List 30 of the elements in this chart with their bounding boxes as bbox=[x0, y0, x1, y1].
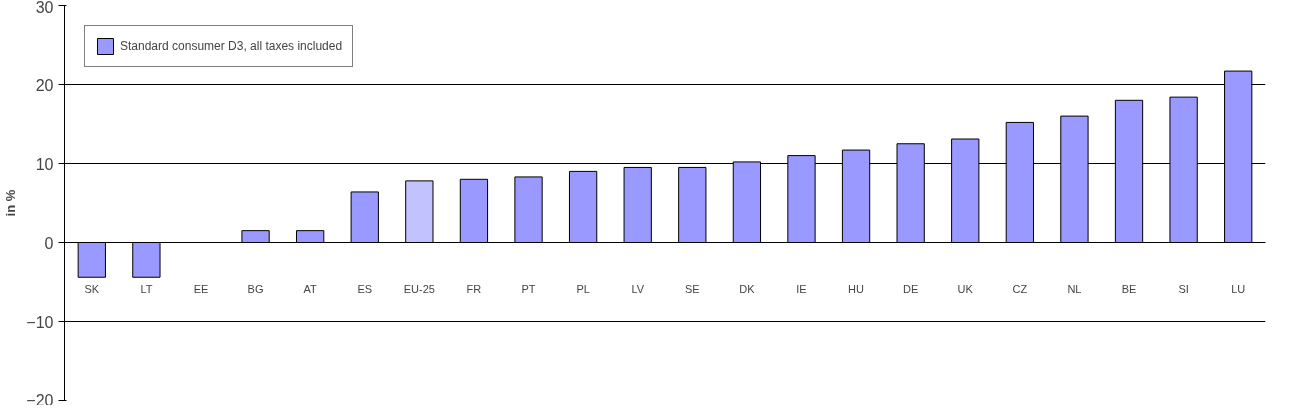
x-tick-label: LU bbox=[1231, 282, 1246, 295]
y-tick-label: −10 bbox=[26, 313, 54, 331]
y-tick-label: 0 bbox=[44, 234, 54, 252]
x-tick-label: SE bbox=[684, 282, 700, 295]
x-tick-label: HU bbox=[848, 282, 865, 295]
x-tick-label: SK bbox=[84, 282, 100, 295]
x-tick-label: BE bbox=[1121, 282, 1137, 295]
x-tick-label: EE bbox=[193, 282, 209, 295]
x-tick-label: LT bbox=[140, 282, 153, 295]
x-tick-label: SI bbox=[1178, 282, 1189, 295]
x-tick-label: EU-25 bbox=[403, 282, 435, 295]
x-tick-label: AT bbox=[303, 282, 318, 295]
x-tick-label: PT bbox=[521, 282, 536, 295]
x-tick-label: CZ bbox=[1012, 282, 1028, 295]
y-tick-label: 10 bbox=[35, 155, 54, 173]
y-tick-label: 30 bbox=[35, 0, 54, 16]
x-tick-label: FR bbox=[466, 282, 482, 295]
x-tick-label: PL bbox=[576, 282, 590, 295]
x-tick-label: NL bbox=[1067, 282, 1082, 295]
x-tick-label: DE bbox=[903, 282, 919, 295]
y-tick-label: −20 bbox=[26, 391, 54, 409]
y-tick-label: 20 bbox=[35, 76, 54, 94]
x-tick-label: ES bbox=[357, 282, 373, 295]
x-tick-label: LV bbox=[631, 282, 645, 295]
legend-label: Standard consumer D3, all taxes included bbox=[120, 39, 343, 53]
y-axis-title: in % bbox=[3, 189, 19, 217]
x-tick-label: IE bbox=[796, 282, 807, 295]
x-tick-label: DK bbox=[739, 282, 756, 295]
x-tick-label: BG bbox=[247, 282, 264, 295]
x-tick-label: UK bbox=[957, 282, 974, 295]
